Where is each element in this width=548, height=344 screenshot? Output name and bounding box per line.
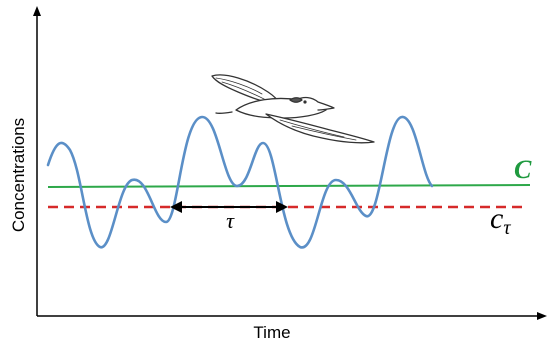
tau-arrowhead-left (170, 201, 182, 213)
x-axis-arrowhead (537, 312, 547, 320)
threshold-label-sub: τ (503, 217, 511, 239)
y-axis-arrowhead (33, 6, 41, 16)
tau-label: τ (226, 208, 235, 233)
x-axis-title: Time (253, 323, 290, 342)
threshold-label-main: c (490, 202, 503, 235)
albatross-icon (211, 74, 375, 144)
concentration-signal (46, 115, 434, 249)
mean-concentration-line (47, 184, 531, 188)
y-axis-title: Concentrations (9, 118, 28, 232)
mean-label: C (514, 155, 532, 184)
threshold-label: cτ (490, 202, 511, 239)
tau-arrowhead-right (276, 201, 288, 213)
